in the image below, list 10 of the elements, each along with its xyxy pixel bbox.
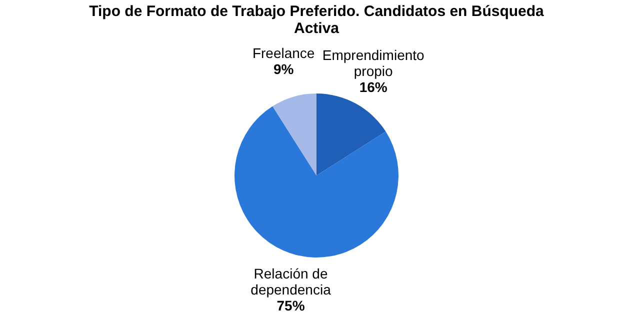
data-label: 9% (273, 61, 294, 78)
pie-slice (234, 106, 398, 258)
chart-title: Tipo de Formato de Trabajo Preferido. Candidatos en Búsqueda Activa (89, 3, 545, 37)
pie-slice (272, 94, 316, 176)
data-label: 75% (276, 298, 306, 314)
slice-label: Freelance (252, 45, 315, 62)
pie-slice (316, 94, 386, 176)
category-label: Relación de dependencia (250, 266, 331, 298)
category-label: Emprendimiento propio (322, 47, 424, 80)
data-label: 16% (359, 79, 388, 96)
